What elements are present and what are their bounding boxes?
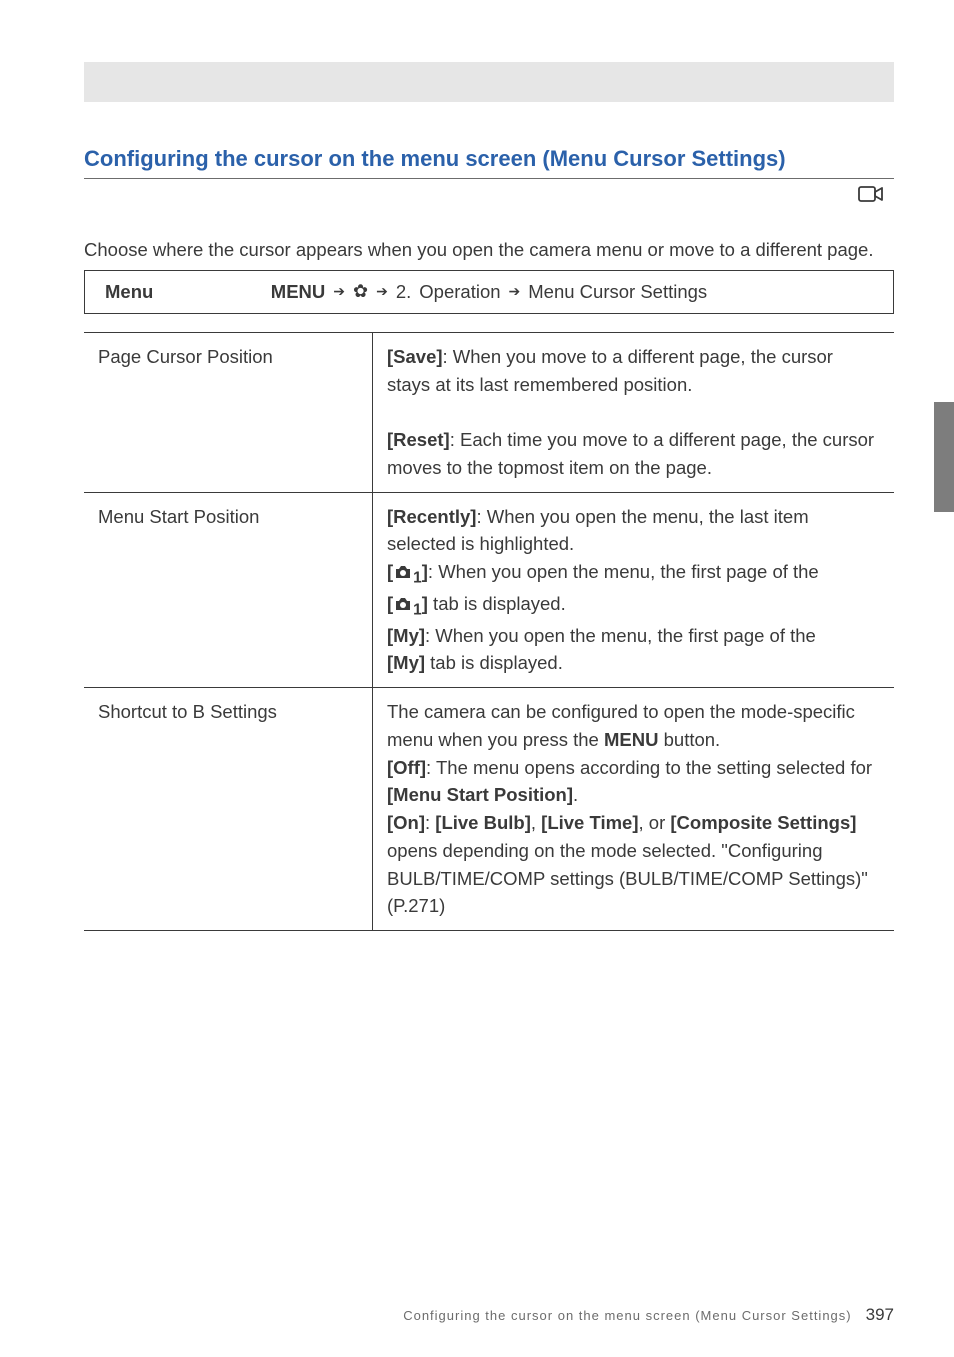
setting-name: Page Cursor Position bbox=[84, 332, 373, 492]
arrow-icon: ➔ bbox=[333, 283, 345, 300]
menu-item-name: Menu Cursor Settings bbox=[528, 281, 707, 303]
menu-token: MENU bbox=[271, 281, 325, 303]
setting-desc: [Save]: When you move to a different pag… bbox=[373, 332, 895, 492]
operation-label: Operation bbox=[419, 281, 500, 303]
page-number: 397 bbox=[866, 1305, 894, 1325]
setting-name: Shortcut to B Settings bbox=[84, 688, 373, 931]
menu-label: Menu bbox=[105, 281, 153, 303]
setting-desc: The camera can be configured to open the… bbox=[373, 688, 895, 931]
arrow-icon: ➔ bbox=[509, 283, 521, 300]
path-number: 2. bbox=[396, 281, 411, 303]
camera-icon bbox=[393, 593, 413, 614]
side-tab bbox=[934, 402, 954, 512]
menu-breadcrumb: MENU ➔ ✿ ➔ 2. Operation ➔ Menu Cursor Se… bbox=[271, 281, 707, 303]
intro-text: Choose where the cursor appears when you… bbox=[84, 236, 894, 264]
video-mode-icon bbox=[858, 192, 884, 209]
setting-name: Menu Start Position bbox=[84, 492, 373, 688]
arrow-icon: ➔ bbox=[376, 283, 388, 300]
footer-caption: Configuring the cursor on the menu scree… bbox=[403, 1308, 851, 1323]
settings-table: Page Cursor Position [Save]: When you mo… bbox=[84, 332, 894, 931]
setting-desc: [Recently]: When you open the menu, the … bbox=[373, 492, 895, 688]
top-banner bbox=[84, 62, 894, 102]
section-title: Configuring the cursor on the menu scree… bbox=[84, 146, 894, 179]
menu-path-box: Menu MENU ➔ ✿ ➔ 2. Operation ➔ Menu Curs… bbox=[84, 270, 894, 314]
gear-icon: ✿ bbox=[353, 281, 368, 302]
camera-icon bbox=[393, 561, 413, 582]
